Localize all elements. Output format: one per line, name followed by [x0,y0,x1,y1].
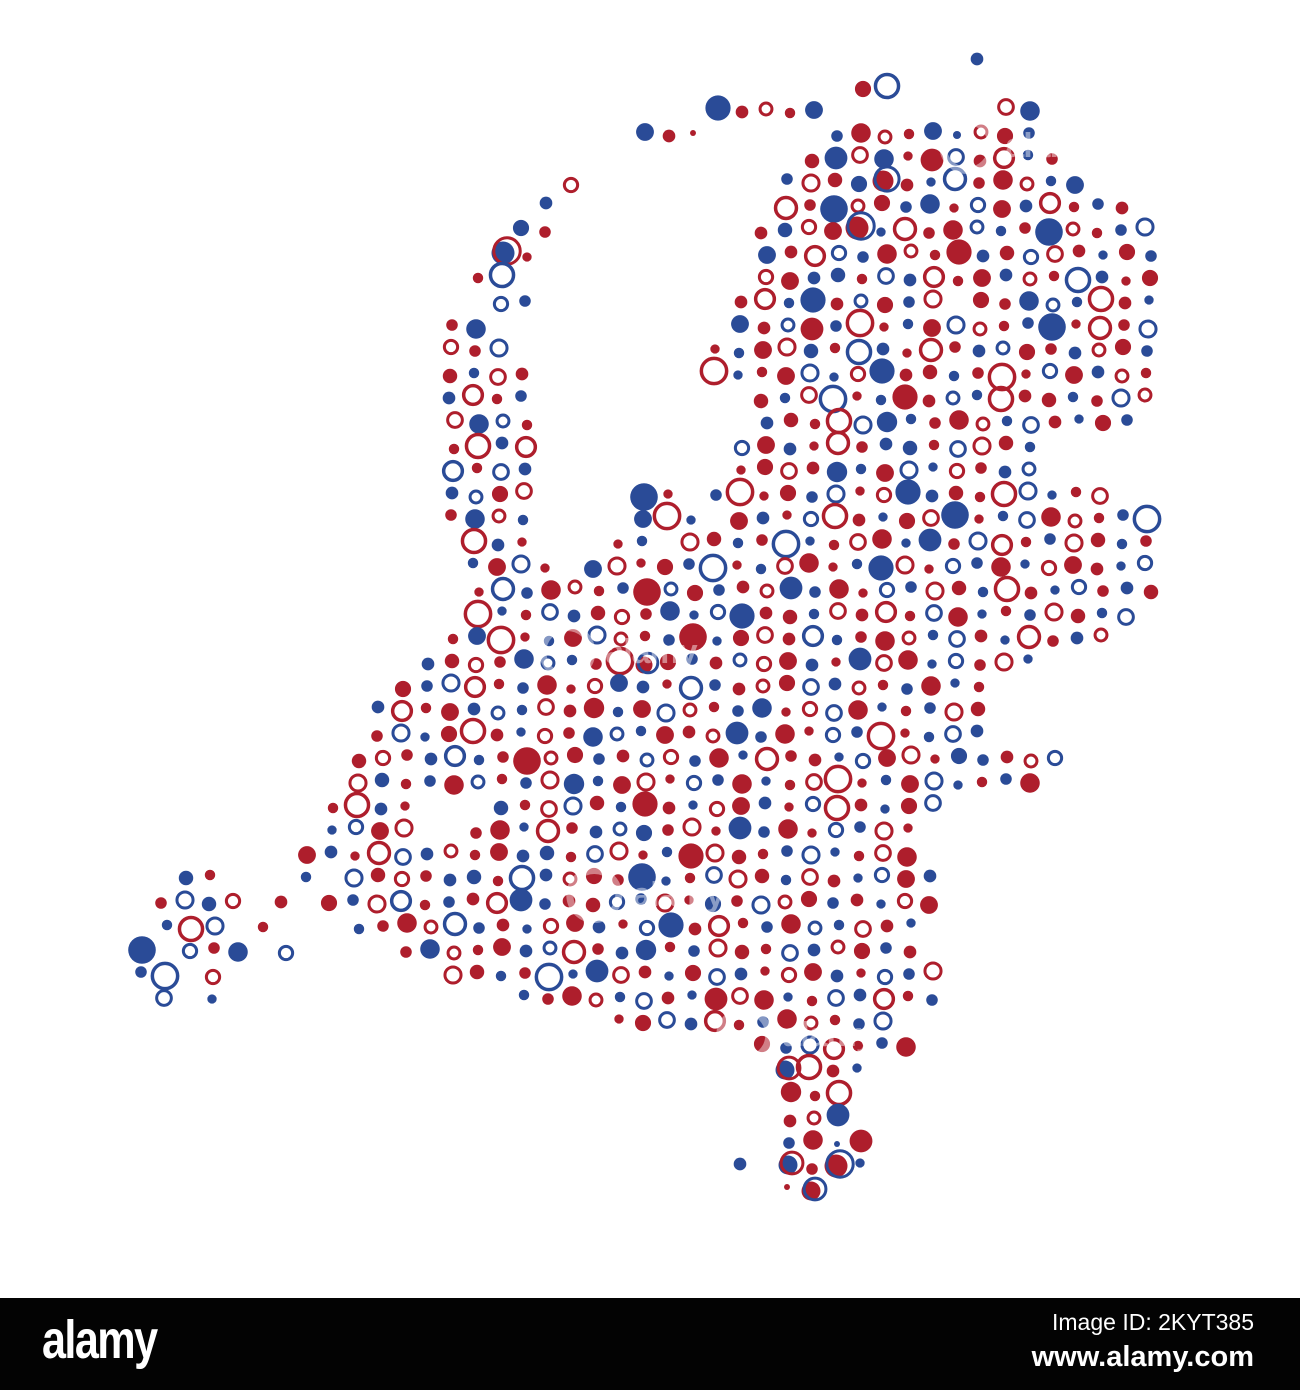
alamy-url-text: www.alamy.com [1031,1340,1254,1373]
alamy-footer-bar: alamy Image ID: 2KYT385 www.alamy.com [0,1298,1300,1390]
alamy-logo: alamy [42,1310,158,1370]
image-id-text: Image ID: 2KYT385 [1052,1308,1254,1335]
footer-meta: Image ID: 2KYT385 www.alamy.com [1032,1309,1254,1374]
